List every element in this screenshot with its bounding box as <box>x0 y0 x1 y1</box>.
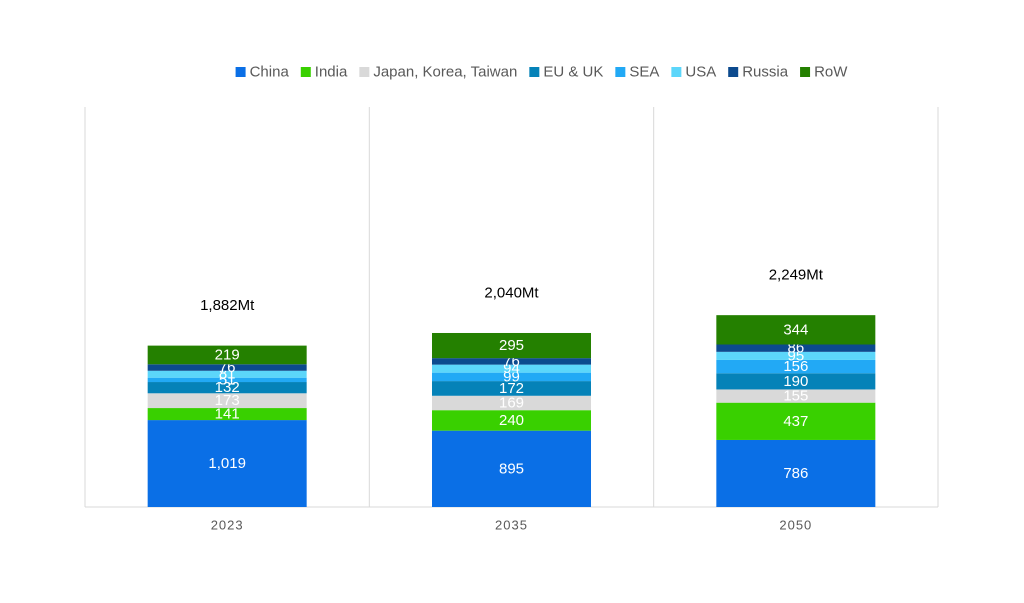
bar-segment-russia-2023 <box>147 364 307 371</box>
bar-segment-india-2050 <box>716 402 876 440</box>
legend: China India Japan, Korea, Taiwan EU & UK SEA… <box>235 64 848 81</box>
legend-item-china: China <box>235 64 290 81</box>
legend-item-sea: SEA <box>615 64 659 81</box>
bar-segment-row-2050 <box>716 315 876 345</box>
bar-segment-japan-korea-taiwan-2035 <box>432 395 591 411</box>
data-label-japan-korea-taiwan-2023: 173 <box>215 392 240 409</box>
legend-label-row: RoW <box>814 64 848 81</box>
bar-segment-usa-2050 <box>716 351 876 360</box>
data-label-japan-korea-taiwan-2035: 169 <box>499 394 524 411</box>
data-label-row-2035: 295 <box>499 337 524 354</box>
legend-swatch-row <box>800 67 811 77</box>
bar-segment-sea-2035 <box>432 372 591 382</box>
data-label-eu-and-uk-2023: 132 <box>215 379 240 396</box>
bar-segment-usa-2023 <box>147 370 307 378</box>
bar-segment-usa-2035 <box>432 364 591 373</box>
data-label-china-2023: 1,019 <box>208 455 246 472</box>
total-labels: 1,882Mt 2,040Mt 2,249Mt <box>200 267 824 314</box>
data-label-sea-2050: 156 <box>783 358 808 375</box>
bar-segment-russia-2050 <box>716 344 876 352</box>
legend-swatch-india <box>300 67 311 77</box>
bar-segment-row-2035 <box>432 332 591 359</box>
legend-swatch-russia <box>728 67 739 77</box>
bar-segment-china-2023 <box>147 420 307 507</box>
bar-segment-row-2023 <box>147 345 307 365</box>
data-label-china-2035: 895 <box>499 460 524 477</box>
data-label-eu-and-uk-2035: 172 <box>499 380 524 397</box>
x-tick-label-2035: 2035 <box>495 518 528 533</box>
legend-swatch-japan-korea-taiwan <box>359 67 370 77</box>
bar-segment-sea-2023 <box>147 377 307 383</box>
data-label-japan-korea-taiwan-2050: 155 <box>783 388 808 405</box>
bar-segment-russia-2035 <box>432 358 591 365</box>
data-label-row-2050: 344 <box>783 321 808 338</box>
data-label-china-2050: 786 <box>783 465 808 482</box>
legend-swatch-china <box>235 67 246 77</box>
bar-segment-china-2035 <box>432 430 591 507</box>
bars: 1,01914117313251817621989524016917299947… <box>147 315 876 507</box>
x-axis: 2023 2035 2050 <box>211 518 812 533</box>
legend-swatch-eu-and-uk <box>529 67 540 77</box>
data-label-india-2035: 240 <box>499 412 524 429</box>
bar-segment-eu-and-uk-2035 <box>432 381 591 396</box>
data-label-eu-and-uk-2050: 190 <box>783 373 808 390</box>
legend-item-usa: USA <box>671 64 716 81</box>
bar-segment-india-2023 <box>147 408 307 421</box>
total-label-2023: 1,882Mt <box>200 297 255 314</box>
bar-segment-china-2050 <box>716 439 876 507</box>
total-label-2035: 2,040Mt <box>484 284 539 301</box>
bar-segment-japan-korea-taiwan-2050 <box>716 389 876 403</box>
x-tick-label-2050: 2050 <box>779 518 812 533</box>
data-label-india-2050: 437 <box>783 413 808 430</box>
legend-label-sea: SEA <box>629 64 659 81</box>
legend-label-japan-korea-taiwan: Japan, Korea, Taiwan <box>373 64 517 81</box>
bar-segment-sea-2050 <box>716 359 876 374</box>
data-label-india-2023: 141 <box>215 406 240 423</box>
bar-segment-eu-and-uk-2050 <box>716 373 876 390</box>
legend-item-japan-korea-taiwan: Japan, Korea, Taiwan <box>359 64 517 81</box>
legend-label-russia: Russia <box>742 64 789 81</box>
legend-label-china: China <box>250 64 290 81</box>
legend-item-india: India <box>300 64 348 81</box>
legend-item-row: RoW <box>800 64 848 81</box>
legend-item-eu-and-uk: EU & UK <box>529 64 603 81</box>
total-label-2050: 2,249Mt <box>769 267 824 284</box>
bar-segment-eu-and-uk-2023 <box>147 382 307 394</box>
legend-label-india: India <box>315 64 348 81</box>
data-label-row-2023: 219 <box>215 346 240 363</box>
bar-segment-japan-korea-taiwan-2023 <box>147 393 307 409</box>
legend-label-usa: USA <box>685 64 716 81</box>
legend-label-eu-and-uk: EU & UK <box>543 64 603 81</box>
bar-segment-india-2035 <box>432 410 591 431</box>
legend-swatch-usa <box>671 67 682 77</box>
legend-item-russia: Russia <box>728 64 789 81</box>
legend-swatch-sea <box>615 67 626 77</box>
x-tick-label-2023: 2023 <box>211 518 244 533</box>
